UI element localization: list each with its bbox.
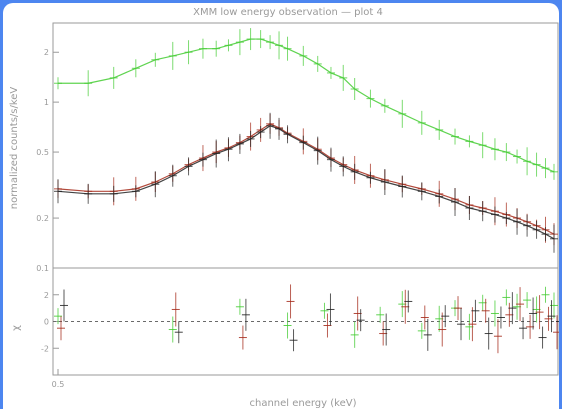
residual-xtick-label: 0.5 [52,380,65,389]
spectrum-series-line [57,125,555,240]
chart-svg: XMM low energy observation — plot 4 norm… [9,7,559,409]
residual-ytick-label: -2 [41,344,49,353]
residual-ytick-label: 0 [44,318,49,327]
residual-ytick-label: 2 [44,291,49,300]
x-axis-label: channel energy (keV) [249,398,356,409]
spectrum-panel: 2 1 0.5 0.2 0.1 [36,22,559,273]
spectrum-series-line [57,123,555,235]
spectrum-ytick-label: 0.1 [36,264,49,273]
spectrum-ytick-label: 0.2 [36,214,49,223]
spectrum-series-line [58,38,555,173]
chart-frame: XMM low energy observation — plot 4 norm… [3,3,559,409]
bottom-ylabel: χ [11,325,22,331]
spectrum-ytick-label: 2 [44,48,49,57]
spectrum-ytick-label: 1 [44,98,49,107]
top-ylabel: normalized counts/s/keV [9,87,20,210]
residual-panel: 2 0 -2 0.5 [41,267,559,389]
chart-title: XMM low energy observation — plot 4 [193,7,383,18]
spectrum-ytick-label: 0.5 [36,148,49,157]
